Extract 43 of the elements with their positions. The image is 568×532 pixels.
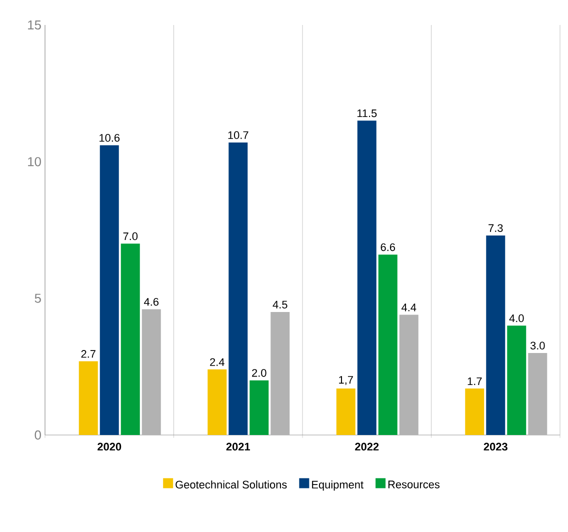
data-label: 10.6 (100, 134, 120, 142)
bar (378, 254, 398, 435)
x-tick-label: 2021 (226, 442, 250, 451)
data-label: 4.6 (144, 298, 159, 306)
data-label: 4.4 (402, 304, 416, 312)
data-label: 2.4 (210, 358, 224, 366)
y-tick-label: 15 (28, 20, 41, 30)
bar (120, 244, 140, 435)
data-label: 1,7 (339, 376, 353, 386)
bar (78, 361, 98, 435)
bar (357, 120, 376, 435)
data-label: 7.3 (488, 224, 503, 232)
bar (336, 388, 356, 435)
bar (528, 353, 548, 435)
x-tick-label: 2022 (355, 442, 379, 451)
legend-label: Resources (388, 480, 440, 488)
legend-label: Geotechnical Solutions (176, 480, 287, 489)
y-tick-label: 10 (28, 157, 41, 166)
bar (399, 314, 418, 435)
bar (250, 380, 269, 435)
bar (142, 309, 161, 435)
data-label: 4.5 (272, 300, 288, 308)
data-label: 2.7 (81, 350, 96, 358)
bar (100, 145, 119, 435)
data-label: 1.7 (468, 377, 482, 386)
data-label: 4.0 (509, 314, 524, 322)
bar (270, 312, 290, 435)
bar (486, 235, 506, 435)
x-tick-label: 2020 (98, 442, 122, 451)
data-label: 7.0 (123, 232, 138, 240)
data-label: 3.0 (530, 342, 545, 350)
legend-label: Equipment (312, 480, 364, 491)
data-label: 6.6 (380, 243, 396, 252)
bar (507, 326, 526, 435)
y-tick-label: 5 (34, 294, 41, 303)
bar (228, 142, 248, 435)
bar (208, 369, 227, 435)
data-label: 11.5 (357, 110, 377, 118)
y-tick-label: 0 (34, 430, 41, 440)
x-tick-label: 2023 (484, 442, 508, 451)
data-label: 2.0 (252, 369, 266, 377)
bar (465, 388, 484, 435)
data-label: 10.7 (228, 131, 248, 140)
